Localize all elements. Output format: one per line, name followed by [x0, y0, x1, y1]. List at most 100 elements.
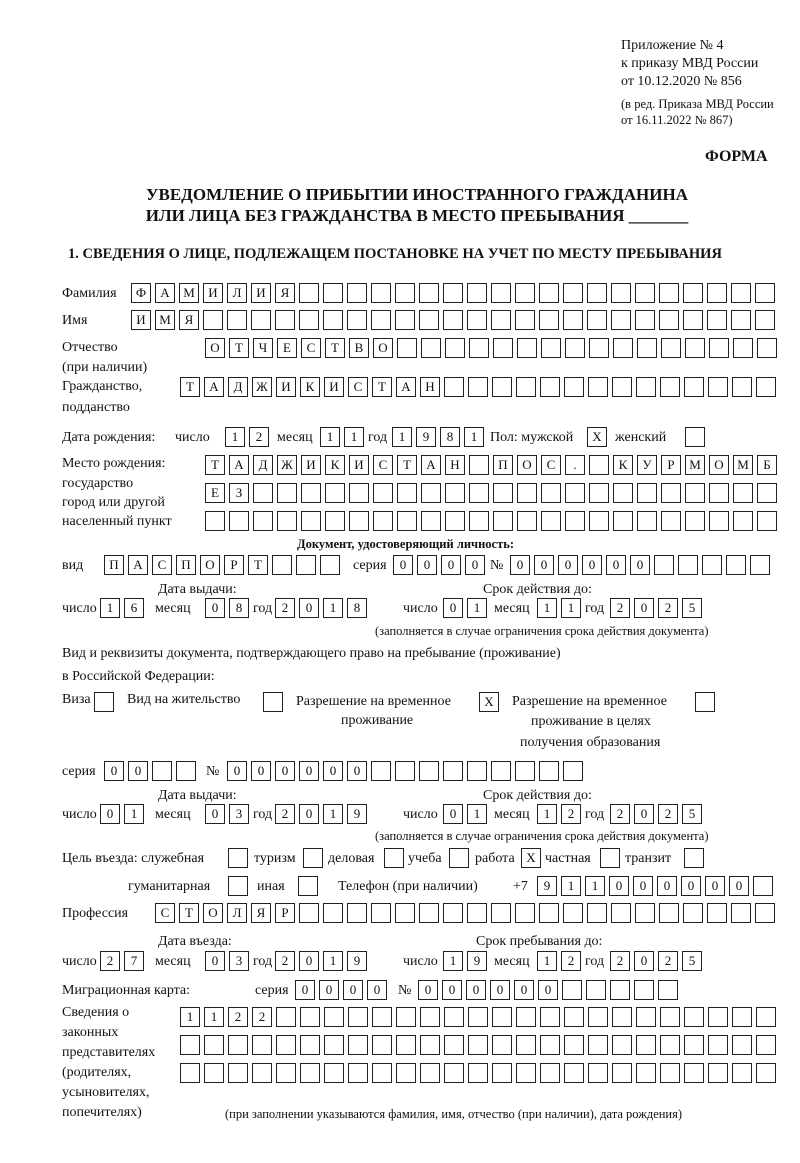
char-cell[interactable] [443, 903, 463, 923]
char-cell[interactable] [587, 283, 607, 303]
char-cell[interactable] [515, 761, 535, 781]
char-cell[interactable] [564, 377, 584, 397]
char-cell[interactable]: 2 [252, 1007, 272, 1027]
char-cell[interactable]: И [276, 377, 296, 397]
char-cell[interactable]: Я [275, 283, 295, 303]
char-cell[interactable]: 0 [347, 761, 367, 781]
char-cell[interactable] [419, 310, 439, 330]
char-cell[interactable] [372, 1035, 392, 1055]
checkbox[interactable] [684, 848, 704, 868]
char-cell[interactable]: 0 [630, 555, 650, 575]
char-cell[interactable] [613, 483, 633, 503]
char-cell[interactable] [348, 1007, 368, 1027]
checkbox[interactable] [94, 692, 114, 712]
char-cell[interactable] [277, 511, 297, 531]
char-cell[interactable]: 9 [416, 427, 436, 447]
char-cell[interactable] [611, 310, 631, 330]
char-cell[interactable] [755, 283, 775, 303]
char-cell[interactable] [228, 1063, 248, 1083]
char-cell[interactable]: 2 [610, 804, 630, 824]
char-cell[interactable]: 1 [320, 427, 340, 447]
char-cell[interactable] [253, 483, 273, 503]
char-cell[interactable] [300, 1007, 320, 1027]
char-cell[interactable]: А [128, 555, 148, 575]
char-cell[interactable] [635, 310, 655, 330]
char-cell[interactable]: 5 [682, 804, 702, 824]
char-cell[interactable] [277, 483, 297, 503]
char-cell[interactable] [227, 310, 247, 330]
char-cell[interactable] [733, 338, 753, 358]
char-cell[interactable] [420, 1063, 440, 1083]
char-cell[interactable]: 0 [299, 761, 319, 781]
char-cell[interactable]: Т [325, 338, 345, 358]
char-cell[interactable] [540, 1063, 560, 1083]
char-cell[interactable] [323, 310, 343, 330]
char-cell[interactable]: 0 [534, 555, 554, 575]
char-cell[interactable] [493, 511, 513, 531]
char-cell[interactable] [707, 310, 727, 330]
char-cell[interactable] [347, 903, 367, 923]
char-cell[interactable] [684, 1035, 704, 1055]
char-cell[interactable]: 0 [251, 761, 271, 781]
char-cell[interactable] [276, 1035, 296, 1055]
checkbox[interactable] [695, 692, 715, 712]
char-cell[interactable]: 9 [537, 876, 557, 896]
char-cell[interactable]: В [349, 338, 369, 358]
char-cell[interactable] [516, 377, 536, 397]
char-cell[interactable]: И [203, 283, 223, 303]
char-cell[interactable]: 0 [319, 980, 339, 1000]
char-cell[interactable]: Т [180, 377, 200, 397]
checkbox[interactable]: X [587, 427, 607, 447]
char-cell[interactable]: 1 [180, 1007, 200, 1027]
char-cell[interactable] [395, 761, 415, 781]
char-cell[interactable]: О [200, 555, 220, 575]
char-cell[interactable]: 0 [514, 980, 534, 1000]
char-cell[interactable]: О [517, 455, 537, 475]
char-cell[interactable]: 2 [658, 951, 678, 971]
char-cell[interactable] [349, 511, 369, 531]
char-cell[interactable]: 1 [443, 951, 463, 971]
char-cell[interactable] [275, 310, 295, 330]
char-cell[interactable]: Е [205, 483, 225, 503]
char-cell[interactable]: 7 [124, 951, 144, 971]
char-cell[interactable]: 0 [465, 555, 485, 575]
char-cell[interactable]: 5 [682, 598, 702, 618]
char-cell[interactable] [750, 555, 770, 575]
char-cell[interactable] [420, 1007, 440, 1027]
char-cell[interactable] [299, 283, 319, 303]
char-cell[interactable]: 1 [204, 1007, 224, 1027]
char-cell[interactable] [756, 377, 776, 397]
char-cell[interactable] [708, 1007, 728, 1027]
char-cell[interactable] [753, 876, 773, 896]
char-cell[interactable]: Р [275, 903, 295, 923]
char-cell[interactable] [467, 283, 487, 303]
char-cell[interactable]: 1 [537, 804, 557, 824]
char-cell[interactable]: 0 [299, 598, 319, 618]
checkbox[interactable]: X [521, 848, 541, 868]
char-cell[interactable]: И [324, 377, 344, 397]
char-cell[interactable]: 8 [347, 598, 367, 618]
char-cell[interactable] [396, 1035, 416, 1055]
char-cell[interactable] [612, 1063, 632, 1083]
char-cell[interactable] [563, 310, 583, 330]
char-cell[interactable] [347, 310, 367, 330]
char-cell[interactable] [708, 1063, 728, 1083]
char-cell[interactable] [492, 1007, 512, 1027]
char-cell[interactable]: Б [757, 455, 777, 475]
char-cell[interactable] [252, 1063, 272, 1083]
char-cell[interactable]: 0 [510, 555, 530, 575]
char-cell[interactable] [564, 1035, 584, 1055]
char-cell[interactable] [563, 283, 583, 303]
char-cell[interactable] [419, 761, 439, 781]
char-cell[interactable] [731, 283, 751, 303]
char-cell[interactable] [563, 903, 583, 923]
char-cell[interactable] [684, 377, 704, 397]
char-cell[interactable]: 0 [606, 555, 626, 575]
char-cell[interactable]: А [155, 283, 175, 303]
char-cell[interactable] [588, 1007, 608, 1027]
char-cell[interactable] [612, 1035, 632, 1055]
char-cell[interactable]: 1 [537, 951, 557, 971]
char-cell[interactable] [347, 283, 367, 303]
char-cell[interactable]: Н [420, 377, 440, 397]
char-cell[interactable] [301, 511, 321, 531]
